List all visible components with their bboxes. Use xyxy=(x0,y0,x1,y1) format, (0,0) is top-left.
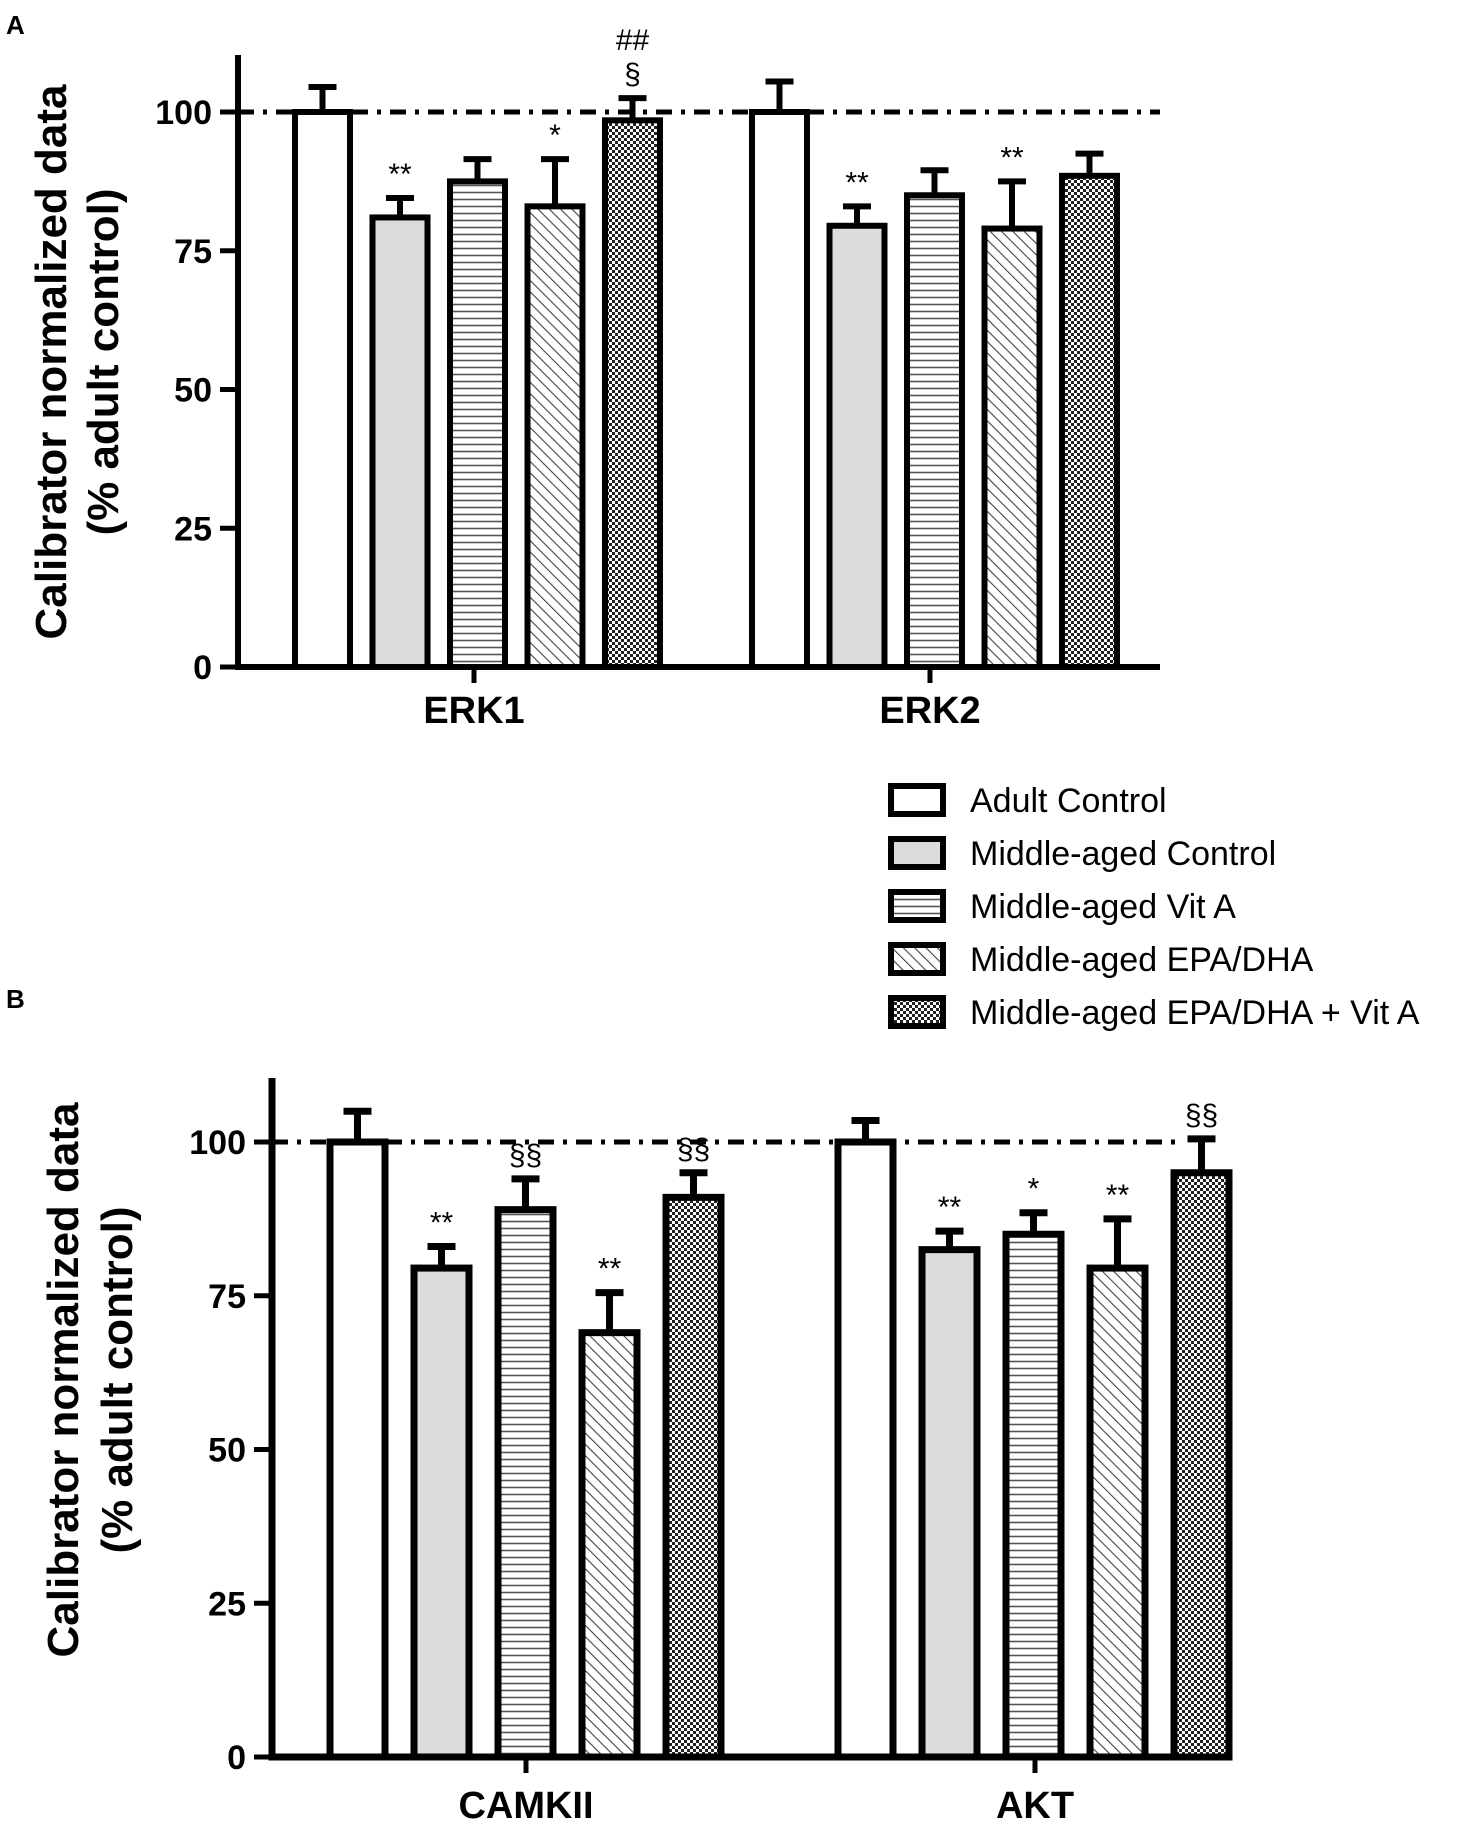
bar-middle-aged-vit-a xyxy=(447,178,508,670)
significance-label: * xyxy=(1028,1173,1040,1206)
bar-middle-aged-epa-dha xyxy=(981,225,1043,671)
category-label: CAMKII xyxy=(458,1785,593,1827)
legend-swatch-checker xyxy=(888,995,946,1029)
bar-adult-control xyxy=(834,1138,897,1761)
bar-middle-aged-epa-dha-vit-a xyxy=(602,117,663,670)
significance-label: § xyxy=(624,58,641,91)
panel-a-letter: A xyxy=(6,10,25,40)
legend-label: Middle-aged EPA/DHA xyxy=(970,941,1314,979)
legend-item: Middle-aged EPA/DHA + Vit A xyxy=(888,994,1420,1032)
bar-middle-aged-vit-a xyxy=(904,192,965,670)
significance-label: ** xyxy=(430,1207,454,1240)
legend-label: Adult Control xyxy=(970,782,1167,820)
y-tick-label: 25 xyxy=(208,1585,246,1623)
bar-middle-aged-epa-dha-vit-a xyxy=(1170,1169,1233,1761)
bar-adult-control xyxy=(292,109,353,670)
significance-label: * xyxy=(549,119,561,152)
legend-label: Middle-aged Control xyxy=(970,835,1276,873)
significance-label: §§ xyxy=(677,1133,710,1166)
category-label: ERK2 xyxy=(879,690,980,732)
significance-label: ** xyxy=(598,1253,622,1286)
significance-label: ## xyxy=(616,24,650,57)
y-tick-label: 100 xyxy=(189,1124,246,1162)
legend-swatch-grey xyxy=(888,836,946,870)
significance-label: ** xyxy=(938,1191,962,1224)
bar-middle-aged-control xyxy=(826,222,888,670)
bar-adult-control xyxy=(749,109,810,670)
bar-middle-aged-epa-dha-vit-a xyxy=(1059,172,1120,670)
panel-a-ylabel-line1: Calibrator normalized data xyxy=(27,84,76,640)
legend-swatch-white xyxy=(888,783,946,817)
significance-label: ** xyxy=(1000,141,1024,174)
legend-item: Middle-aged Vit A xyxy=(888,888,1236,926)
panel-b-ylabel-line2: (% adult control) xyxy=(93,1206,142,1553)
bar-middle-aged-control xyxy=(369,214,431,670)
panel-a: A Calibrator normalized data (% adult co… xyxy=(6,10,1160,732)
legend: Adult Control Middle-aged Control Middle… xyxy=(888,782,1420,1032)
y-tick-label: 50 xyxy=(208,1432,246,1470)
panel-a-ylabel-line2: (% adult control) xyxy=(79,188,128,535)
bar-middle-aged-control xyxy=(918,1246,981,1761)
legend-swatch-diag xyxy=(888,942,946,976)
category-label: ERK1 xyxy=(423,690,524,732)
bar-middle-aged-control xyxy=(410,1264,473,1761)
panel-b-letter: B xyxy=(6,984,25,1014)
y-tick-label: 50 xyxy=(174,372,212,410)
y-tick-label: 25 xyxy=(174,510,212,548)
legend-swatch-hlines xyxy=(888,889,946,923)
y-tick-label: 75 xyxy=(208,1278,246,1316)
y-tick-label: 0 xyxy=(193,649,212,687)
significance-label: ** xyxy=(1106,1179,1130,1212)
legend-label: Middle-aged Vit A xyxy=(970,888,1236,926)
bar-middle-aged-vit-a xyxy=(1002,1230,1065,1761)
bar-middle-aged-epa-dha xyxy=(578,1329,641,1761)
panel-b: B Calibrator normalized data (% adult co… xyxy=(6,984,1233,1827)
legend-item: Adult Control xyxy=(888,782,1167,820)
legend-label: Middle-aged EPA/DHA + Vit A xyxy=(970,994,1420,1032)
bar-adult-control xyxy=(326,1138,389,1761)
significance-label: ** xyxy=(845,166,869,199)
legend-item: Middle-aged EPA/DHA xyxy=(888,941,1314,979)
bar-middle-aged-epa-dha xyxy=(524,203,586,670)
y-tick-label: 100 xyxy=(155,94,212,132)
y-tick-label: 0 xyxy=(227,1739,246,1777)
bar-middle-aged-vit-a xyxy=(494,1206,557,1761)
legend-item: Middle-aged Control xyxy=(888,835,1276,873)
significance-label: §§ xyxy=(1185,1099,1218,1132)
panel-b-ylabel-line1: Calibrator normalized data xyxy=(39,1102,88,1658)
y-tick-label: 75 xyxy=(174,233,212,271)
bar-middle-aged-epa-dha-vit-a xyxy=(662,1193,725,1761)
bar-middle-aged-epa-dha xyxy=(1086,1264,1149,1761)
significance-label: ** xyxy=(388,158,412,191)
category-label: AKT xyxy=(996,1785,1074,1827)
